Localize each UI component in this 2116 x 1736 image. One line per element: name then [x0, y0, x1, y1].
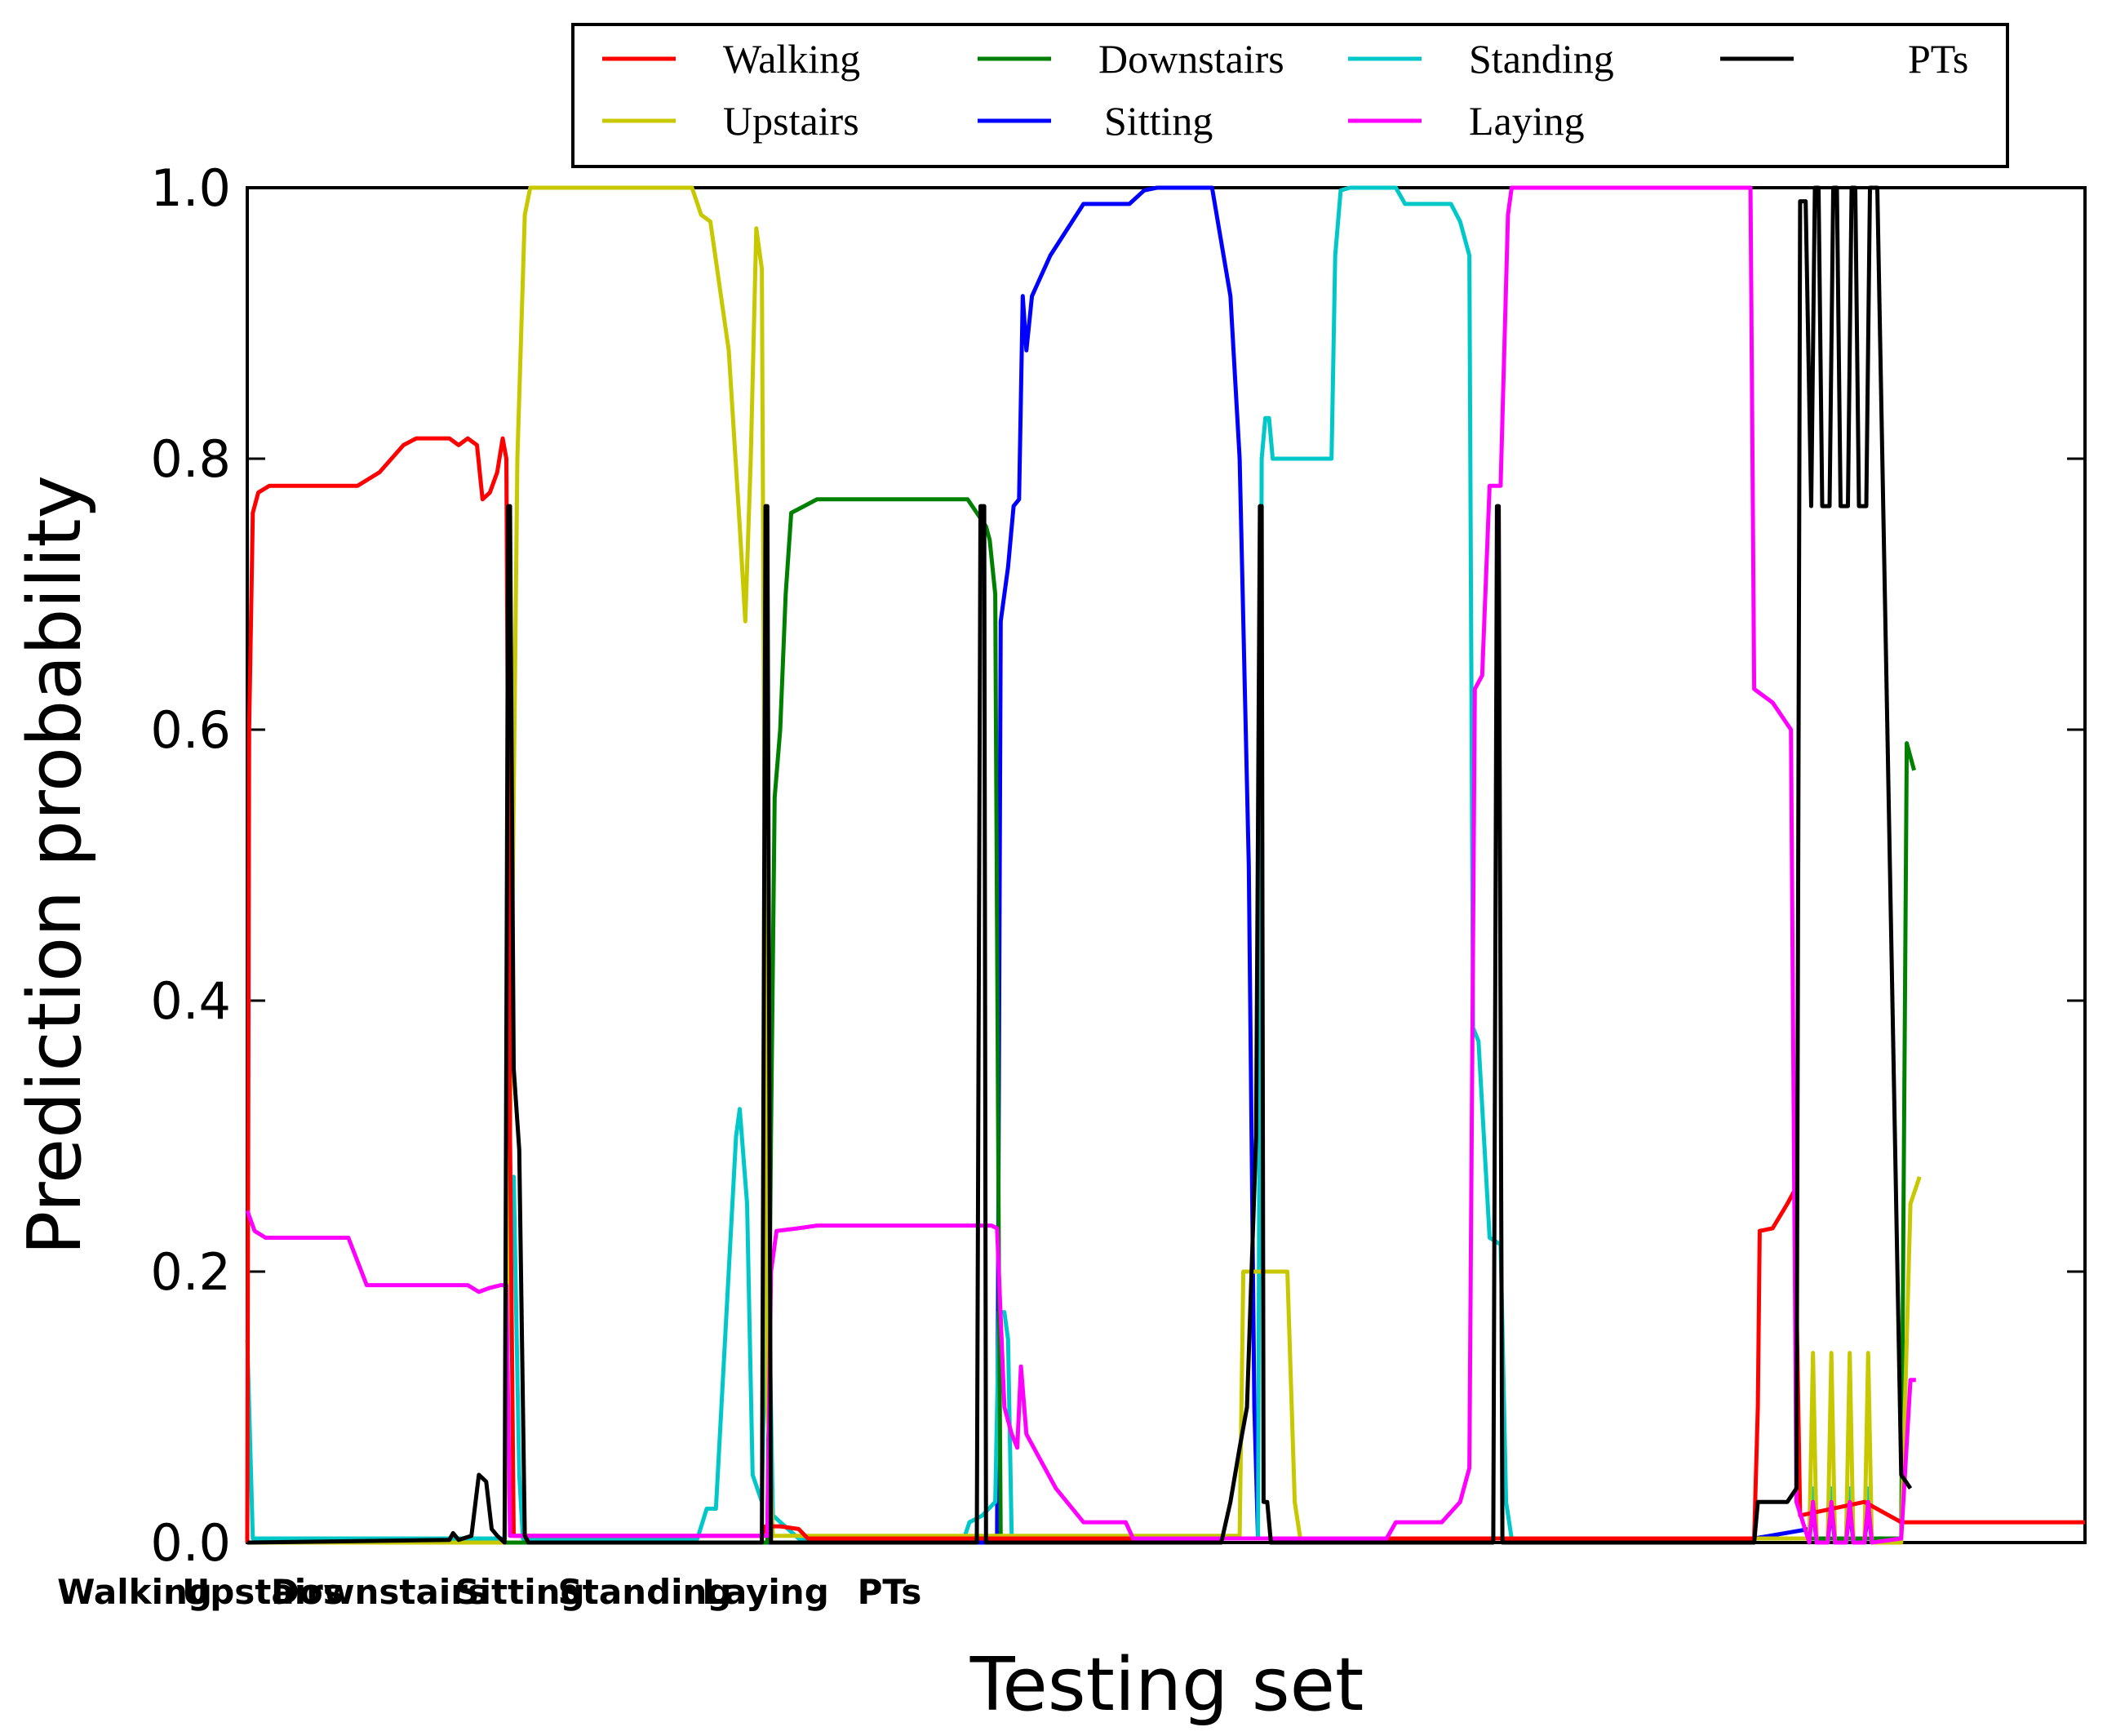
x-category-label: Walking: [57, 1572, 212, 1612]
series-line-sitting: [247, 185, 1902, 1545]
x-category-label: Standing: [558, 1572, 732, 1612]
x-category-label: Sitting: [455, 1572, 584, 1612]
series-line-pts: [246, 185, 1913, 1545]
legend-label-downstairs: Downstairs: [1098, 36, 1284, 82]
y-tick-label: 1.0: [150, 158, 231, 218]
x-category-label: Laying: [702, 1572, 829, 1612]
legend-label-laying: Laying: [1469, 98, 1585, 144]
y-tick-label: 0.4: [150, 971, 231, 1031]
legend: Walking Upstairs Downstairs Sitting Standing…: [571, 23, 2009, 168]
y-tick-label: 0.8: [150, 429, 231, 489]
series-lines: [245, 185, 2085, 1545]
y-axis-title: Prediction probability: [12, 475, 98, 1255]
series-line-downstairs: [247, 497, 1917, 1545]
series-line-walking: [245, 436, 2085, 1543]
x-axis-title: Testing set: [969, 1642, 1364, 1728]
y-axis: 0.0 0.2 0.4 0.6 0.8 1.0: [150, 158, 2085, 1573]
series-line-upstairs: [247, 185, 1922, 1545]
series-line-standing: [245, 185, 1884, 1545]
legend-label-upstairs: Upstairs: [723, 98, 859, 144]
series-line-laying: [245, 185, 1916, 1545]
x-category-label: PTs: [858, 1572, 922, 1612]
x-category-labels: WalkingUpstairsDownstairsSittingStanding…: [57, 1572, 921, 1612]
legend-label-standing: Standing: [1469, 36, 1614, 82]
legend-label-walking: Walking: [723, 36, 860, 82]
y-tick-label: 0.6: [150, 700, 231, 760]
y-tick-label: 0.2: [150, 1242, 231, 1302]
legend-label-pts: PTs: [1908, 36, 1968, 82]
x-category-label: Upstairs: [182, 1572, 344, 1612]
legend-box: [571, 23, 2009, 168]
y-tick-label: 0.0: [150, 1513, 231, 1573]
legend-label-sitting: Sitting: [1104, 98, 1213, 144]
x-category-label: Downstairs: [271, 1572, 488, 1612]
